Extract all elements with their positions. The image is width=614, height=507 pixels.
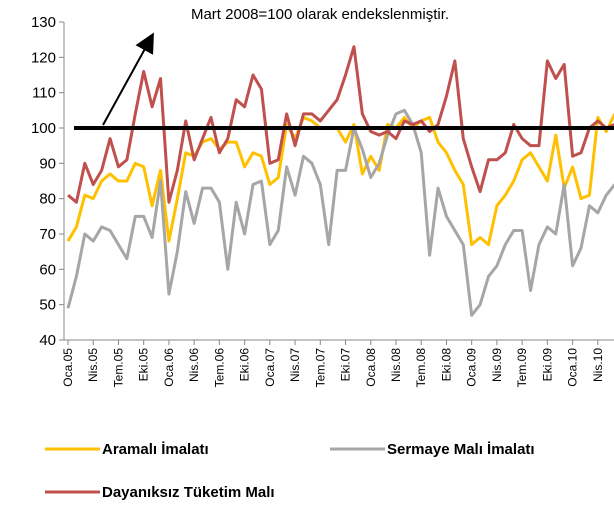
y-tick-label: 60 bbox=[39, 261, 56, 278]
y-tick-label: 130 bbox=[31, 14, 56, 31]
legend-label: Dayanıksız Tüketim Malı bbox=[102, 484, 275, 501]
x-tick-label: Oca.10 bbox=[566, 348, 580, 387]
y-tick-label: 80 bbox=[39, 191, 56, 208]
annotation: Mart 2008=100 olarak endekslenmiştir. bbox=[191, 6, 449, 23]
x-tick-label: Oca.06 bbox=[162, 348, 176, 387]
line-series bbox=[66, 113, 614, 247]
x-tick-label: Eki.08 bbox=[439, 348, 453, 382]
y-tick-label: 40 bbox=[39, 332, 56, 349]
x-tick-label: Nis.10 bbox=[591, 348, 605, 382]
x-tick-label: Eki.09 bbox=[540, 348, 554, 382]
x-tick-label: Nis.09 bbox=[490, 348, 504, 382]
y-tick-label: 100 bbox=[31, 120, 56, 137]
line-series bbox=[67, 45, 614, 204]
x-tick-label: Oca.08 bbox=[364, 348, 378, 387]
x-tick-label: Eki.06 bbox=[238, 348, 252, 382]
x-tick-label: Tem.07 bbox=[313, 348, 327, 388]
x-tick-label: Eki.07 bbox=[339, 348, 353, 382]
arrow bbox=[102, 32, 154, 126]
x-tick-label: Tem.06 bbox=[212, 348, 226, 388]
line-series bbox=[66, 108, 614, 317]
legend-label: Aramalı İmalatı bbox=[102, 441, 209, 458]
x-tick-label: Nis.06 bbox=[187, 348, 201, 382]
x-tick-label: Oca.09 bbox=[465, 348, 479, 387]
x-tick-label: Tem.08 bbox=[414, 348, 428, 388]
y-tick-label: 90 bbox=[39, 155, 56, 172]
x-tick-label: Eki.05 bbox=[137, 348, 151, 382]
y-tick-label: 50 bbox=[39, 297, 56, 314]
x-tick-label: Tem.09 bbox=[515, 348, 529, 388]
x-tick-label: Oca.07 bbox=[263, 348, 277, 387]
y-tick-label: 110 bbox=[32, 85, 56, 102]
x-tick-label: Nis.05 bbox=[86, 348, 100, 382]
x-tick-label: Nis.07 bbox=[288, 348, 302, 382]
y-tick-label: 70 bbox=[39, 226, 56, 243]
legend-label: Sermaye Malı İmalatı bbox=[387, 441, 535, 458]
x-tick-label: Oca.05 bbox=[61, 348, 75, 387]
x-tick-label: Tem.05 bbox=[111, 348, 125, 388]
x-tick-label: Nis.08 bbox=[389, 348, 403, 382]
y-tick-label: 120 bbox=[31, 49, 56, 66]
